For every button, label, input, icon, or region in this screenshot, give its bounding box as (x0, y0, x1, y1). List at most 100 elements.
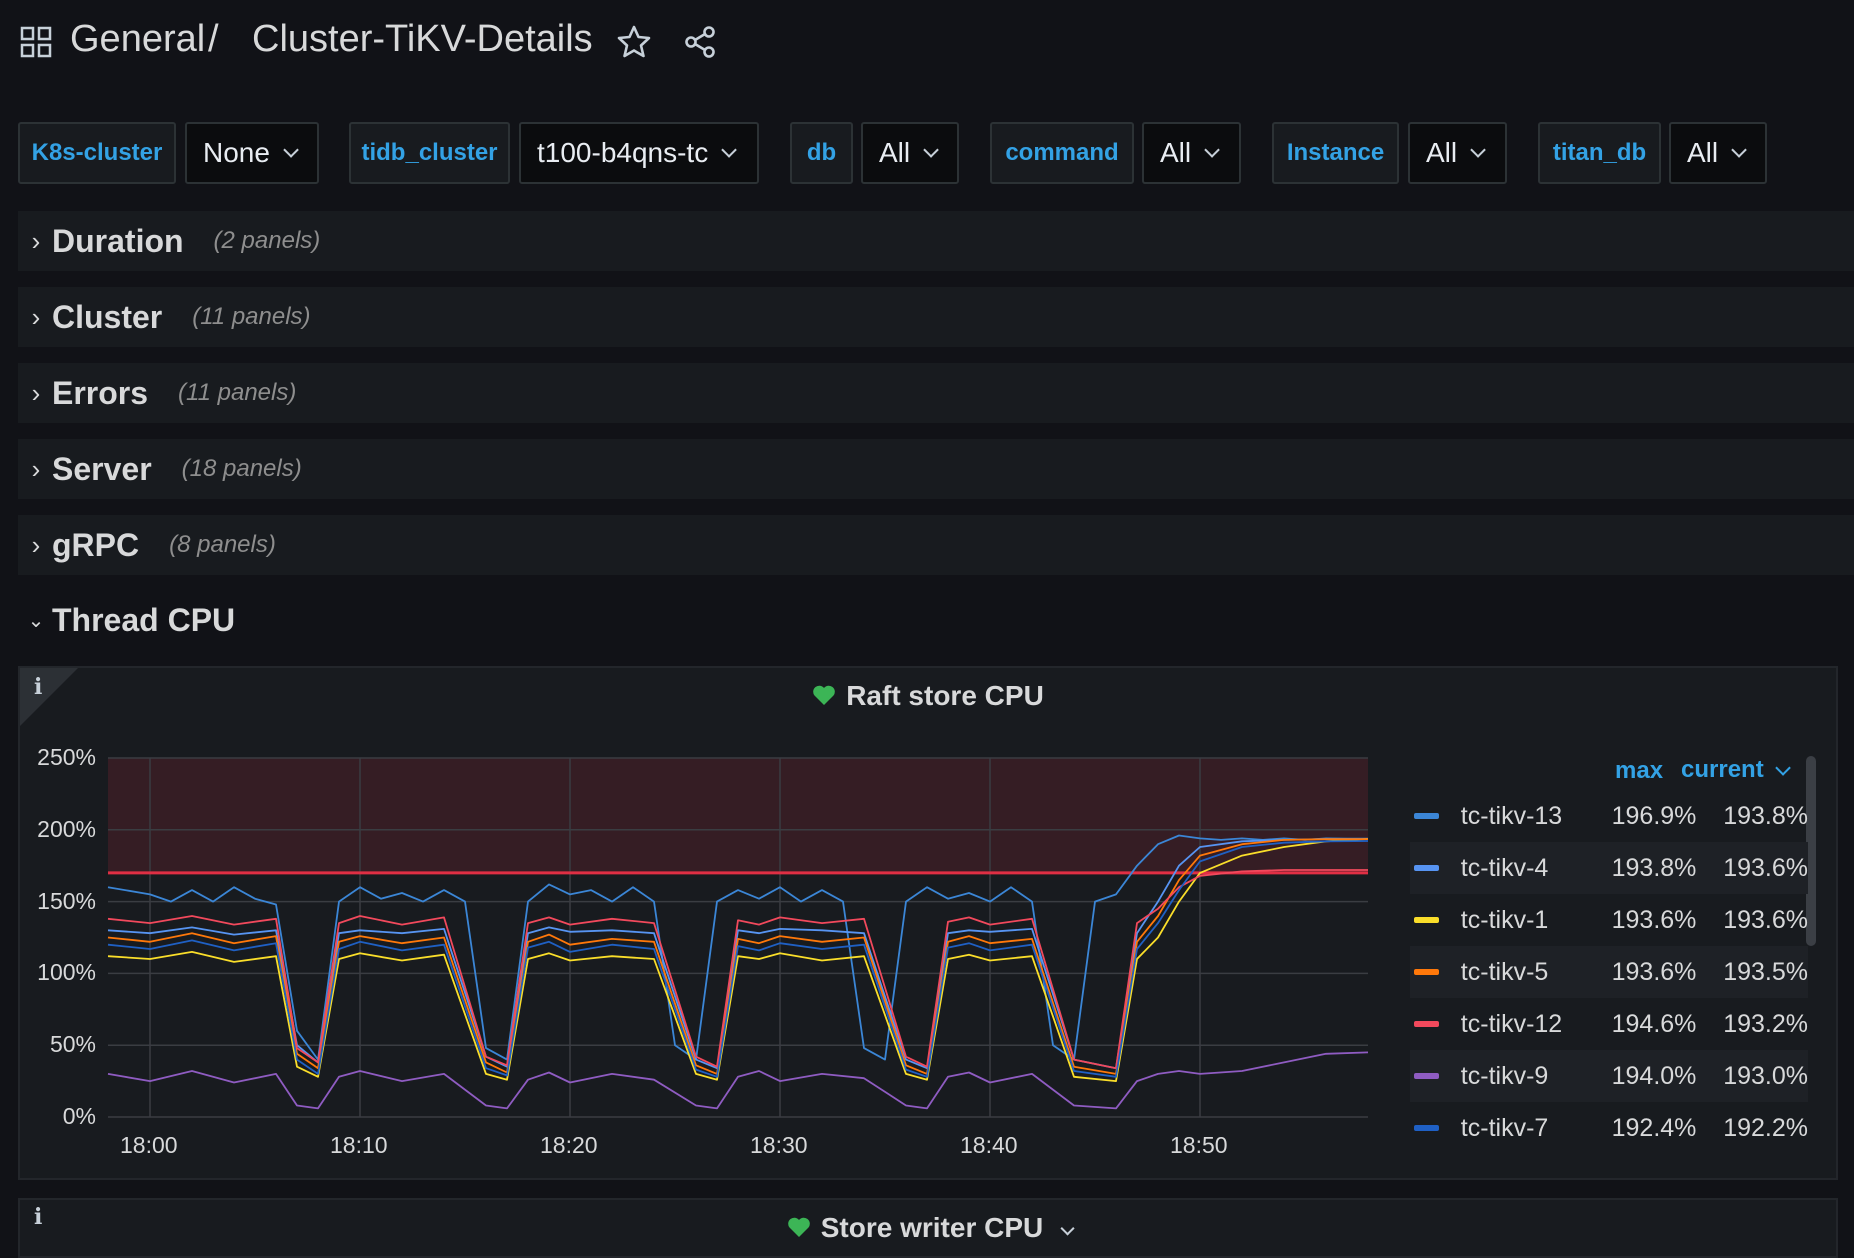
row-grpc[interactable]: › gRPC (8 panels) (18, 515, 1854, 575)
variable-value: All (879, 137, 911, 168)
variable-label-tidb-cluster: tidb_cluster (349, 122, 510, 184)
y-tick-label: 50% (49, 1031, 96, 1058)
variable-label-db: db (790, 122, 853, 184)
row-thread-cpu[interactable]: ⌄ Thread CPU (18, 590, 1854, 650)
variable-label-k8s-cluster: K8s-cluster (18, 122, 176, 184)
chevron-right-icon: › (31, 453, 41, 484)
breadcrumb-folder[interactable]: General (70, 18, 206, 60)
legend-item[interactable]: tc-tikv-12 194.6% 193.2% (1410, 998, 1808, 1050)
share-icon[interactable] (682, 24, 718, 60)
x-tick-label: 18:40 (960, 1132, 1018, 1158)
legend-swatch (1414, 1073, 1439, 1079)
legend-item[interactable]: tc-tikv-7 192.4% 192.2% (1410, 1102, 1808, 1154)
y-tick-label: 100% (37, 959, 96, 986)
legend-series-name: tc-tikv-1 (1460, 905, 1549, 934)
legend-max-value: 192.4% (1611, 1113, 1697, 1142)
top-bar: General / Cluster-TiKV-Details (0, 0, 1854, 90)
chevron-down-icon (283, 141, 299, 158)
dashboard-title[interactable]: Cluster-TiKV-Details (252, 18, 593, 60)
legend-item[interactable]: tc-tikv-5 193.6% 193.5% (1410, 946, 1808, 998)
legend-max-value: 193.6% (1611, 905, 1697, 934)
heart-shape (787, 1217, 810, 1237)
x-tick-label: 18:50 (1170, 1132, 1228, 1158)
row-server[interactable]: › Server (18 panels) (18, 439, 1854, 499)
legend-swatch (1414, 1125, 1439, 1131)
heart-icon (813, 685, 836, 705)
legend-item[interactable]: tc-tikv-4 193.8% 193.6% (1410, 842, 1808, 894)
row-panel-count: (11 panels) (178, 379, 297, 406)
row-cluster[interactable]: › Cluster (11 panels) (18, 287, 1854, 347)
variable-select-instance[interactable]: All (1408, 122, 1507, 184)
panel-info-corner (20, 668, 78, 726)
chevron-down-icon: ⌄ (27, 609, 45, 632)
legend-series-name: tc-tikv-12 (1460, 1009, 1563, 1038)
star-icon[interactable] (616, 24, 652, 60)
x-tick-label: 18:10 (330, 1132, 388, 1158)
legend-series-name: tc-tikv-13 (1460, 801, 1563, 830)
row-duration[interactable]: › Duration (2 panels) (18, 211, 1854, 271)
y-tick-label: 200% (37, 815, 96, 842)
row-panel-count: (18 panels) (181, 455, 302, 482)
grid-icon[interactable] (20, 26, 52, 58)
legend-max-value: 193.6% (1611, 957, 1697, 986)
legend-series-name: tc-tikv-4 (1460, 853, 1549, 882)
legend-series-name: tc-tikv-9 (1460, 1061, 1549, 1090)
legend-scrollbar[interactable] (1806, 756, 1816, 946)
chevron-down-icon (1731, 141, 1747, 158)
legend-swatch (1414, 917, 1439, 923)
legend-sort-max[interactable]: max (1615, 757, 1664, 784)
row-panel-count: (8 panels) (169, 531, 276, 558)
breadcrumb-separator: / (208, 18, 219, 60)
variable-value: All (1426, 137, 1458, 168)
chevron-right-icon: › (31, 529, 41, 560)
chevron-down-icon (1470, 141, 1486, 158)
heart-icon (787, 1217, 810, 1237)
chevron-right-icon: › (31, 301, 41, 332)
panel-title-store-writer: Store writer CPU (820, 1212, 1044, 1243)
legend-series-name: tc-tikv-7 (1460, 1113, 1549, 1142)
panel-header-raft[interactable]: Raft store CPU (20, 680, 1836, 712)
panel-header-store-writer[interactable]: Store writer CPU (20, 1212, 1836, 1244)
row-title: Thread CPU (52, 601, 236, 638)
variable-select-tidb-cluster[interactable]: t100-b4qns-tc (519, 122, 759, 184)
x-tick-label: 18:00 (120, 1132, 178, 1158)
legend-current-value: 193.5% (1723, 957, 1808, 986)
variable-label-titan-db: titan_db (1538, 122, 1661, 184)
variable-select-titan-db[interactable]: All (1669, 122, 1767, 184)
legend-current-value: 193.0% (1723, 1061, 1808, 1090)
legend-current-value: 192.2% (1723, 1113, 1808, 1142)
variable-value: None (203, 137, 270, 168)
variable-value: All (1160, 137, 1192, 168)
row-panel-count: (2 panels) (213, 227, 321, 254)
variable-select-db[interactable]: All (861, 122, 959, 184)
legend-current-value: 193.6% (1723, 905, 1808, 934)
chevron-right-icon: › (31, 377, 41, 408)
legend-item[interactable]: tc-tikv-9 194.0% 193.0% (1410, 1050, 1808, 1102)
legend-series-name: tc-tikv-5 (1460, 957, 1549, 986)
row-title: Cluster (52, 298, 163, 335)
y-tick-label: 0% (62, 1103, 96, 1129)
row-title: Errors (52, 374, 149, 411)
legend-max-value: 193.8% (1611, 853, 1697, 882)
legend-max-value: 194.6% (1611, 1009, 1697, 1038)
chevron-down-icon (721, 141, 738, 158)
x-tick-label: 18:30 (750, 1132, 808, 1158)
legend-max-value: 196.9% (1611, 801, 1697, 830)
variable-label-instance: Instance (1272, 122, 1399, 184)
chevron-down-icon (1204, 141, 1220, 158)
legend-sort-current[interactable]: current (1681, 756, 1791, 784)
legend-current-value: 193.6% (1723, 853, 1808, 882)
row-errors[interactable]: › Errors (11 panels) (18, 363, 1854, 423)
variable-select-command[interactable]: All (1142, 122, 1241, 184)
panel-store-writer-cpu: i Store writer CPU (18, 1198, 1838, 1258)
info-icon[interactable]: i (34, 1204, 43, 1230)
legend-item[interactable]: tc-tikv-1 193.6% 193.6% (1410, 894, 1808, 946)
legend-swatch (1414, 865, 1439, 871)
info-icon[interactable]: i (34, 674, 43, 700)
variable-select-k8s-cluster[interactable]: None (185, 122, 319, 184)
legend-current-label: current (1681, 756, 1764, 783)
row-title: Duration (52, 222, 184, 259)
chevron-down-icon (923, 141, 939, 158)
legend-item[interactable]: tc-tikv-13 196.9% 193.8% (1410, 790, 1808, 842)
panel-title-raft: Raft store CPU (846, 680, 1044, 711)
